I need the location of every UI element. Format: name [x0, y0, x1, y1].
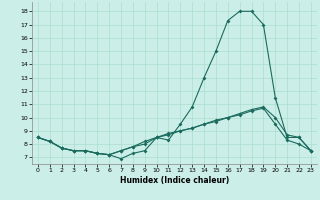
X-axis label: Humidex (Indice chaleur): Humidex (Indice chaleur)	[120, 176, 229, 185]
